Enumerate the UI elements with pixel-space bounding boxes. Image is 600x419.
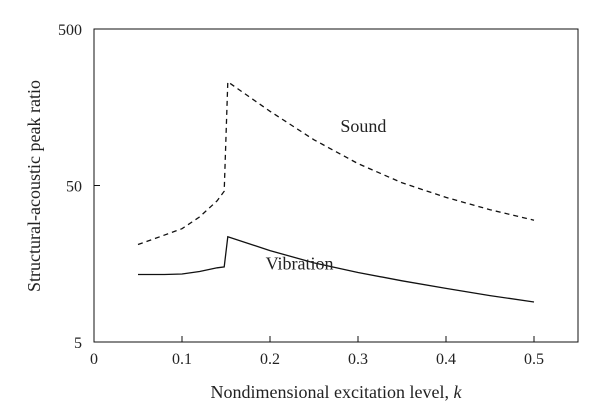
x-tick-label: 0 (90, 351, 98, 368)
x-tick-label: 0.4 (436, 351, 456, 368)
series-line-sound (137, 80, 535, 246)
series-label-vibration: Vibration (266, 254, 334, 274)
y-tick-label: 50 (66, 179, 82, 196)
x-tick-label: 0.1 (172, 351, 192, 368)
plot-frame (93, 28, 579, 343)
x-tick-label: 0.3 (348, 351, 368, 368)
x-tick-label: 0.2 (260, 351, 280, 368)
y-axis-label: Structural-acoustic peak ratio (24, 80, 44, 292)
axis-ticks: 0 0.1 0.2 0.3 0.4 0.5 5 50 500 (58, 22, 544, 368)
y-tick-label: 500 (58, 22, 82, 39)
series-line-vibration (138, 235, 535, 303)
y-tick-label: 5 (74, 335, 82, 352)
chart-marks: Sound Vibration (137, 80, 535, 303)
series-label-sound: Sound (340, 116, 386, 136)
x-axis-label: Nondimensional excitation level, k (211, 382, 463, 402)
x-axis-variable: k (453, 382, 462, 402)
x-tick-label: 0.5 (524, 351, 544, 368)
